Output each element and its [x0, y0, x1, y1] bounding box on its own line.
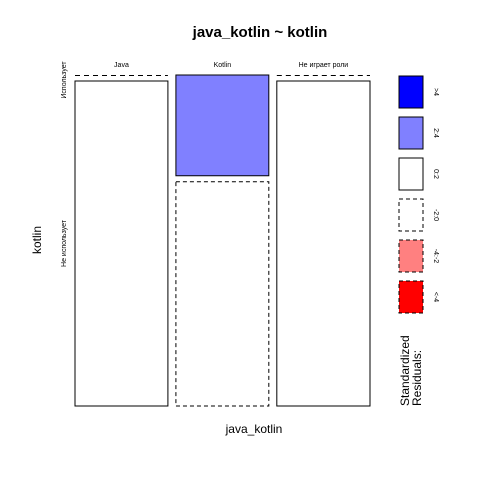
legend-swatch-3: [398, 198, 424, 232]
legend-label-5: <-4: [432, 292, 439, 302]
y-tick-labels: Использует Не использует: [61, 61, 68, 267]
legend-label-4: -4:-2: [432, 249, 439, 264]
x-tick-kotlin: Kotlin: [214, 62, 232, 69]
legend-title-line-2: Residuals:: [410, 350, 424, 406]
x-tick-labels: Java Kotlin Не играет роли: [114, 62, 348, 69]
x-tick-cat-2: Не играет роли: [299, 62, 349, 69]
legend-swatch-1: [398, 116, 424, 150]
mosaic-cell-kotlin-cat-0: [175, 74, 270, 177]
mosaic-cell-kotlin-cat-1: [175, 181, 270, 407]
legend-label-0: >4: [432, 88, 439, 96]
chart-title: java_kotlin ~ kotlin: [192, 24, 328, 41]
mosaic-cells: [74, 74, 371, 407]
x-tick-java: Java: [114, 62, 129, 69]
x-axis-title: java_kotlin: [225, 422, 283, 436]
legend-swatch-5: [398, 280, 424, 314]
legend-swatch-4: [398, 239, 424, 273]
mosaic-cell-java-cat-1: [74, 80, 169, 407]
y-tick-cat-1: Не использует: [61, 219, 68, 267]
legend-swatch-0: [398, 75, 424, 109]
legend-title-line-1: Standardized: [398, 335, 412, 406]
y-axis-title: kotlin: [30, 226, 44, 254]
legend-swatch-2: [398, 157, 424, 191]
mosaic-cell-cat-2-cat-1: [276, 80, 371, 407]
y-tick-cat-0: Использует: [61, 61, 68, 99]
legend-label-1: 2:4: [432, 128, 439, 138]
legend: >4 2:4 0:2 -2:0 -4:-2 <-4: [398, 75, 439, 314]
legend-label-2: 0:2: [432, 169, 439, 179]
legend-label-3: -2:0: [432, 209, 439, 221]
